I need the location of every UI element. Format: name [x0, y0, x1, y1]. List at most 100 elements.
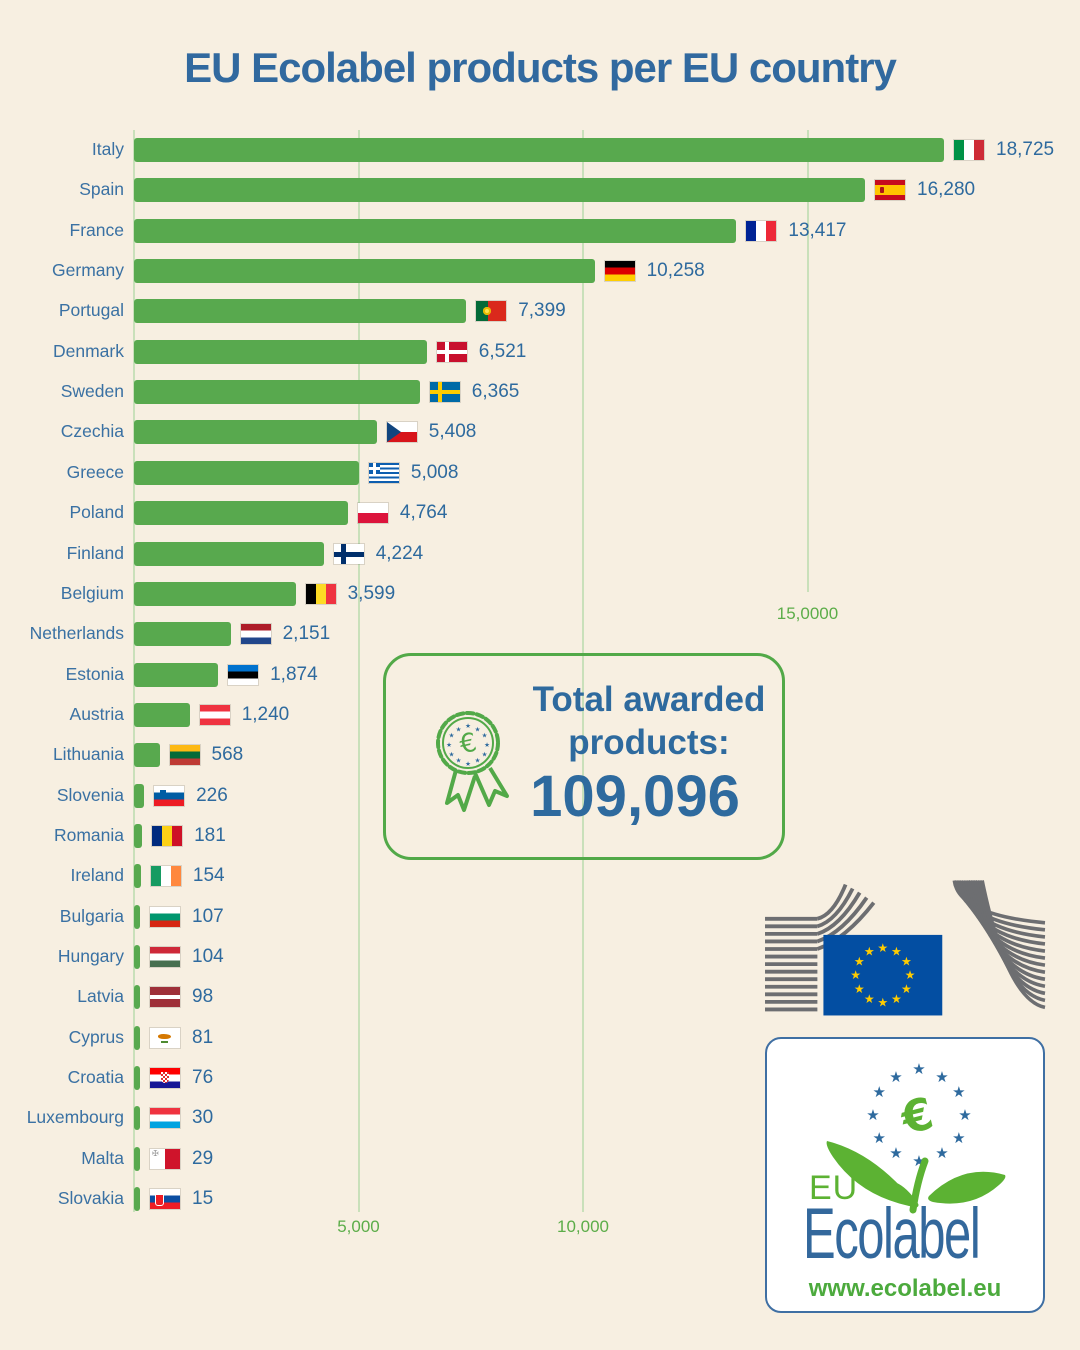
country-label-sweden: Sweden [60, 381, 124, 402]
bar-value-latvia: 98 [192, 986, 214, 1008]
bar-value-netherlands: 2,151 [282, 623, 331, 645]
bar-value-croatia: 76 [192, 1067, 214, 1089]
sweden-flag-icon [429, 382, 460, 403]
bar-belgium [134, 581, 296, 606]
x-gridline [582, 130, 584, 1212]
bar-value-lithuania: 568 [211, 744, 244, 766]
bar-value-belgium: 3,599 [347, 582, 396, 604]
svg-text:★: ★ [482, 751, 488, 759]
svg-text:★: ★ [952, 1083, 965, 1101]
ecolabel-url-text: www.ecolabel.eu [808, 1275, 1002, 1302]
country-label-czechia: Czechia [60, 421, 124, 442]
country-label-croatia: Croatia [67, 1067, 124, 1088]
bar-value-luxembourg: 30 [192, 1107, 214, 1129]
country-label-latvia: Latvia [77, 986, 124, 1007]
svg-text:★: ★ [449, 751, 455, 759]
svg-text:★: ★ [475, 726, 481, 734]
bar-slovenia [134, 783, 145, 808]
bar-value-finland: 4,224 [375, 542, 424, 564]
country-label-luxembourg: Luxembourg [26, 1107, 124, 1128]
svg-text:€: € [895, 1088, 938, 1145]
total-products-value: 109,096 [530, 764, 740, 829]
estonia-flag-icon [228, 664, 259, 685]
svg-text:★: ★ [872, 1083, 885, 1101]
svg-text:★: ★ [891, 945, 902, 959]
svg-text:★: ★ [912, 1060, 925, 1078]
country-label-estonia: Estonia [65, 663, 124, 684]
country-label-france: France [69, 219, 124, 240]
svg-text:★: ★ [465, 722, 471, 730]
finland-flag-icon [333, 543, 364, 564]
croatia-flag-icon [150, 1068, 180, 1089]
greece-flag-icon [368, 462, 399, 483]
country-label-slovakia: Slovakia [57, 1188, 124, 1209]
bar-sweden [134, 380, 420, 405]
malta-flag-icon [150, 1148, 180, 1169]
bar-hungary [134, 945, 140, 969]
svg-text:★: ★ [456, 757, 462, 765]
bar-value-slovakia: 15 [192, 1188, 214, 1210]
svg-text:€: € [457, 728, 479, 761]
country-label-germany: Germany [52, 260, 124, 281]
denmark-flag-icon [436, 341, 467, 362]
european-commission-logo: ★ ★ ★ ★ ★ ★ ★ ★ ★ ★ ★ ★ [763, 874, 1047, 1024]
bar-value-germany: 10,258 [646, 260, 705, 282]
country-label-portugal: Portugal [58, 300, 124, 321]
svg-text:★: ★ [891, 992, 902, 1006]
x-tick-label: 10,000 [557, 1217, 609, 1236]
country-label-spain: Spain [79, 179, 124, 200]
svg-text:★: ★ [877, 995, 888, 1009]
svg-text:★: ★ [854, 955, 865, 969]
total-callout-text: Total awarded products: 109,096 [516, 678, 782, 830]
total-callout-line1: Total awarded [532, 680, 766, 719]
country-label-denmark: Denmark [53, 340, 124, 361]
country-label-netherlands: Netherlands [29, 623, 124, 644]
svg-text:★: ★ [889, 1144, 902, 1162]
svg-text:★: ★ [866, 1106, 879, 1124]
country-label-bulgaria: Bulgaria [59, 905, 124, 926]
lithuania-flag-icon [169, 745, 200, 766]
bar-finland [134, 541, 324, 566]
bar-bulgaria [134, 904, 140, 929]
svg-text:★: ★ [877, 941, 888, 955]
bar-value-hungary: 104 [192, 946, 224, 967]
country-label-ireland: Ireland [70, 865, 124, 886]
x-gridline [806, 130, 809, 592]
svg-text:★: ★ [864, 992, 875, 1006]
bar-poland [134, 501, 348, 526]
bar-value-austria: 1,240 [241, 703, 290, 725]
slovenia-flag-icon [154, 785, 185, 806]
luxembourg-flag-icon [150, 1108, 180, 1129]
svg-text:★: ★ [864, 945, 875, 959]
bar-value-poland: 4,764 [399, 502, 448, 524]
bar-value-romania: 181 [194, 825, 226, 846]
bar-value-slovenia: 226 [196, 784, 228, 806]
bar-italy [134, 138, 944, 162]
eu-ecolabel-flower-icon: ★ ★★ ★★★ ★★★ ★★★ € [826, 1060, 1006, 1214]
country-label-lithuania: Lithuania [52, 744, 124, 765]
bar-value-france: 13,417 [788, 219, 847, 241]
romania-flag-icon [152, 826, 183, 846]
bar-value-spain: 16,280 [917, 179, 976, 201]
bar-value-ireland: 154 [192, 865, 225, 887]
germany-flag-icon [604, 261, 635, 282]
svg-text:★: ★ [935, 1068, 948, 1086]
bar-cyprus [134, 1025, 140, 1050]
total-callout: ★ ★ ★ ★ ★ ★ ★ ★ ★ ★ ★ ★ € Total awarded products… [383, 653, 785, 860]
czechia-flag-icon [386, 422, 417, 443]
svg-text:★: ★ [935, 1144, 948, 1162]
x-tick-label: 15,0000 [776, 604, 839, 623]
svg-text:★: ★ [952, 1129, 965, 1147]
cyprus-flag-icon [150, 1027, 180, 1048]
svg-text:★: ★ [889, 1068, 902, 1086]
svg-text:★: ★ [850, 968, 861, 982]
bar-value-greece: 5,008 [410, 461, 459, 483]
country-label-italy: Italy [91, 139, 124, 159]
bar-germany [134, 259, 595, 284]
svg-text:★: ★ [872, 1129, 885, 1147]
x-tick-label: 5,000 [337, 1217, 380, 1236]
austria-flag-icon [199, 704, 230, 725]
bar-portugal [134, 299, 467, 324]
bulgaria-flag-icon [150, 906, 180, 927]
